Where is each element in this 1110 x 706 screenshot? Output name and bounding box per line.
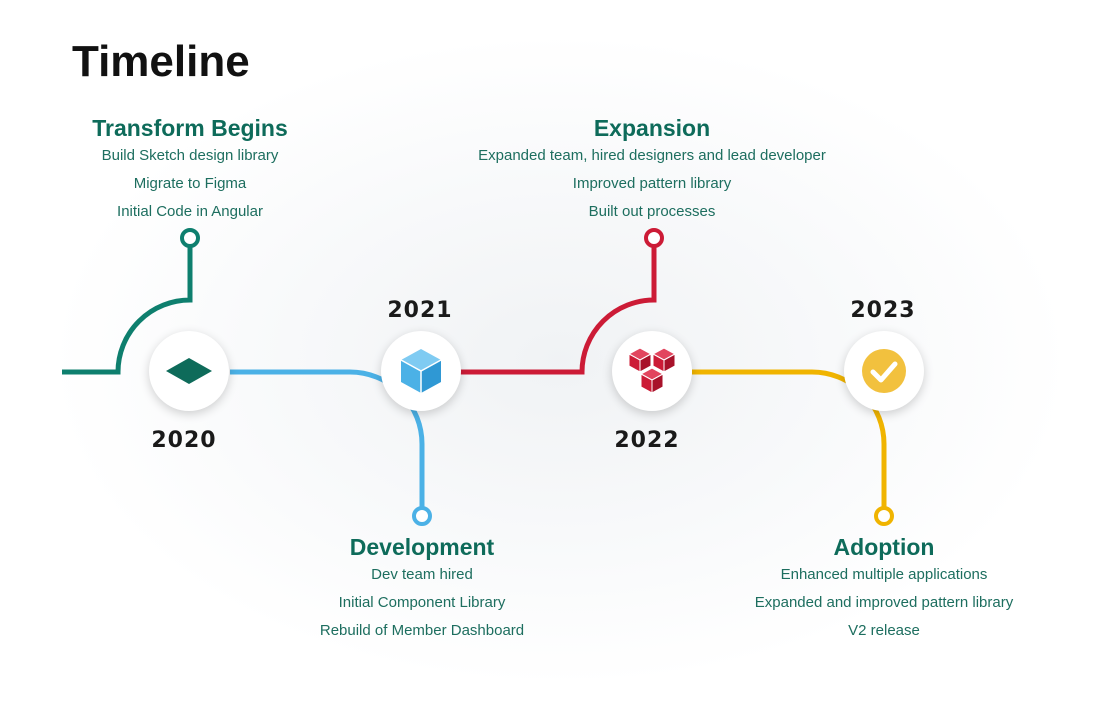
list-item: Initial Code in Angular [117,203,263,220]
milestone-dot-transform [180,228,200,248]
timeline-segment-2022 [460,238,657,375]
diamond-icon [166,358,212,384]
page-title: Timeline [72,37,250,86]
milestone-dot-adoption [874,506,894,526]
list-item: Enhanced multiple applications [780,566,988,583]
list-item: Rebuild of Member Dashboard [319,622,525,639]
list-item: Improved pattern library [572,175,732,192]
milestone-title: Development [349,534,495,560]
milestone-expansion: Expansion Expanded team, hired designers… [452,114,852,226]
list-item: Initial Component Library [338,594,506,611]
list-item: Expanded team, hired designers and lead … [478,147,826,164]
node-2023 [844,331,924,411]
milestone-items: Expanded team, hired designers and lead … [452,142,852,226]
list-item: Expanded and improved pattern library [754,594,1014,611]
timeline-segment-2020 [62,238,193,375]
list-item: V2 release [848,622,920,639]
year-2020-label: 2020 [151,428,217,453]
year-2022-label: 2022 [614,428,680,453]
milestone-items: Build Sketch design library Migrate to F… [0,142,390,226]
list-item: Build Sketch design library [101,147,279,164]
list-item: Migrate to Figma [133,175,247,192]
milestone-title: Transform Begins [92,115,288,141]
cube-icon [400,349,442,393]
milestone-adoption: Adoption Enhanced multiple applications … [684,533,1084,645]
milestone-items: Enhanced multiple applications Expanded … [684,561,1084,645]
node-2022 [612,331,692,411]
check-circle-icon [862,349,906,393]
list-item: Dev team hired [371,566,473,583]
milestone-development: Development Dev team hired Initial Compo… [222,533,622,645]
node-2020 [149,331,229,411]
milestone-title: Expansion [593,115,711,141]
year-2023-label: 2023 [850,298,916,323]
milestone-items: Dev team hired Initial Component Library… [222,561,622,645]
list-item: Built out processes [588,203,716,220]
stacked-cubes-icon [627,347,677,394]
milestone-title: Adoption [833,534,935,560]
year-2021-label: 2021 [387,298,453,323]
milestone-transform-begins: Transform Begins Build Sketch design lib… [0,114,390,226]
milestone-dot-development [412,506,432,526]
milestone-dot-expansion [644,228,664,248]
node-2021 [381,331,461,411]
